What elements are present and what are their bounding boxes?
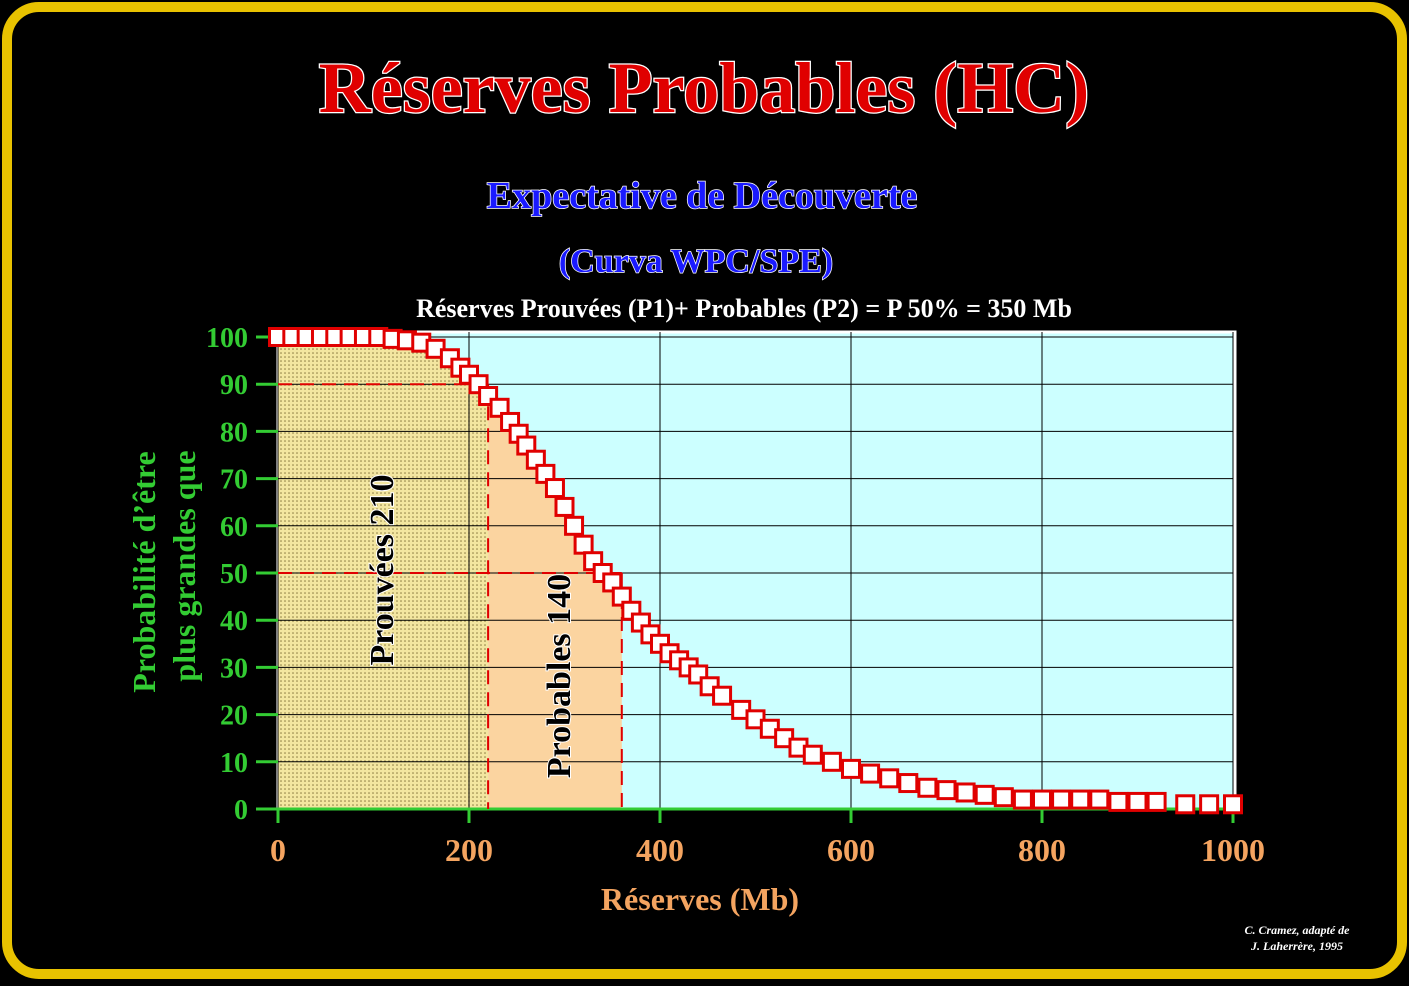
region-label: Probables 140 (541, 574, 578, 778)
subtitle: (Curva WPC/SPE) (559, 243, 833, 280)
x-tick-label: 0 (270, 832, 286, 868)
data-point (1146, 791, 1167, 812)
y-axis-label: plus grandes que (166, 450, 202, 681)
y-tick-label: 20 (220, 701, 248, 732)
data-point (917, 777, 938, 798)
x-tick-label: 200 (445, 832, 493, 868)
x-tick-label: 1000 (1201, 832, 1265, 868)
data-point (936, 780, 957, 801)
y-tick-label: 60 (220, 512, 248, 543)
data-point (1108, 791, 1129, 812)
data-point (1070, 789, 1091, 810)
y-tick-label: 10 (220, 748, 248, 779)
credit: J. Laherrère, 1995 (1250, 939, 1343, 953)
data-point (1127, 791, 1148, 812)
chart-title: Réserves Probables (HC) (319, 48, 1090, 128)
data-point (573, 534, 594, 555)
y-tick-label: 0 (234, 795, 248, 826)
subtitle: Expectative de Découverte (487, 175, 918, 217)
data-point (1032, 789, 1052, 810)
data-point (544, 478, 565, 499)
data-point (1051, 789, 1072, 810)
data-point (554, 496, 575, 517)
y-tick-label: 100 (206, 323, 248, 354)
data-point (802, 744, 823, 765)
data-point (1175, 794, 1196, 815)
note: Réserves Prouvées (P1)+ Probables (P2) =… (416, 294, 1072, 323)
data-point (879, 768, 900, 789)
data-point (993, 787, 1014, 808)
credit: C. Cramez, adapté de (1245, 923, 1351, 937)
data-point (1012, 789, 1033, 810)
y-tick-label: 40 (220, 606, 248, 637)
y-tick-label: 70 (220, 465, 248, 496)
y-tick-label: 90 (220, 370, 248, 401)
y-tick-label: 50 (220, 559, 248, 590)
data-point (821, 751, 842, 772)
data-point (974, 784, 995, 805)
data-point (860, 763, 881, 784)
data-point (1199, 794, 1220, 815)
x-tick-label: 800 (1018, 832, 1066, 868)
y-tick-label: 80 (220, 417, 248, 448)
data-point (1089, 789, 1110, 810)
data-point (955, 782, 976, 803)
probable-area (488, 396, 622, 809)
y-axis-label: Probabilité d’être (126, 451, 162, 692)
x-axis-label: Réserves (Mb) (601, 881, 799, 917)
data-point (712, 685, 733, 706)
x-tick-label: 400 (636, 832, 684, 868)
data-point (564, 515, 585, 536)
region-label: Prouvées 210 (364, 474, 401, 665)
y-tick-label: 30 (220, 653, 248, 684)
data-point (898, 773, 919, 794)
data-point (1223, 794, 1243, 815)
x-tick-label: 600 (827, 832, 875, 868)
data-point (841, 758, 861, 779)
